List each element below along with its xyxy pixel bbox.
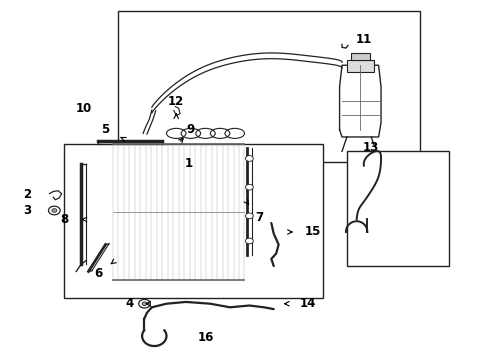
- Circle shape: [48, 206, 60, 215]
- Circle shape: [245, 184, 253, 190]
- Text: 16: 16: [197, 331, 213, 344]
- Text: 11: 11: [355, 33, 371, 46]
- Bar: [346, 60, 373, 72]
- Bar: [350, 53, 369, 60]
- Bar: [64, 144, 322, 298]
- Text: 7: 7: [255, 211, 263, 224]
- Text: 13: 13: [363, 141, 379, 154]
- Text: 8: 8: [60, 213, 68, 226]
- Circle shape: [245, 156, 253, 161]
- Text: 4: 4: [125, 297, 134, 310]
- Text: 10: 10: [75, 102, 92, 115]
- Text: 6: 6: [94, 267, 102, 280]
- Text: 3: 3: [23, 204, 32, 217]
- Text: 9: 9: [186, 123, 195, 136]
- Circle shape: [52, 209, 57, 212]
- Circle shape: [142, 302, 147, 306]
- Circle shape: [245, 238, 253, 244]
- Text: 2: 2: [23, 188, 32, 201]
- Text: 5: 5: [101, 123, 109, 136]
- Bar: [118, 12, 419, 162]
- Text: 15: 15: [304, 225, 320, 238]
- Circle shape: [245, 213, 253, 219]
- Bar: [346, 151, 448, 266]
- Circle shape: [139, 300, 150, 308]
- Text: 14: 14: [299, 297, 315, 310]
- Text: 12: 12: [168, 95, 184, 108]
- Text: 1: 1: [184, 157, 192, 170]
